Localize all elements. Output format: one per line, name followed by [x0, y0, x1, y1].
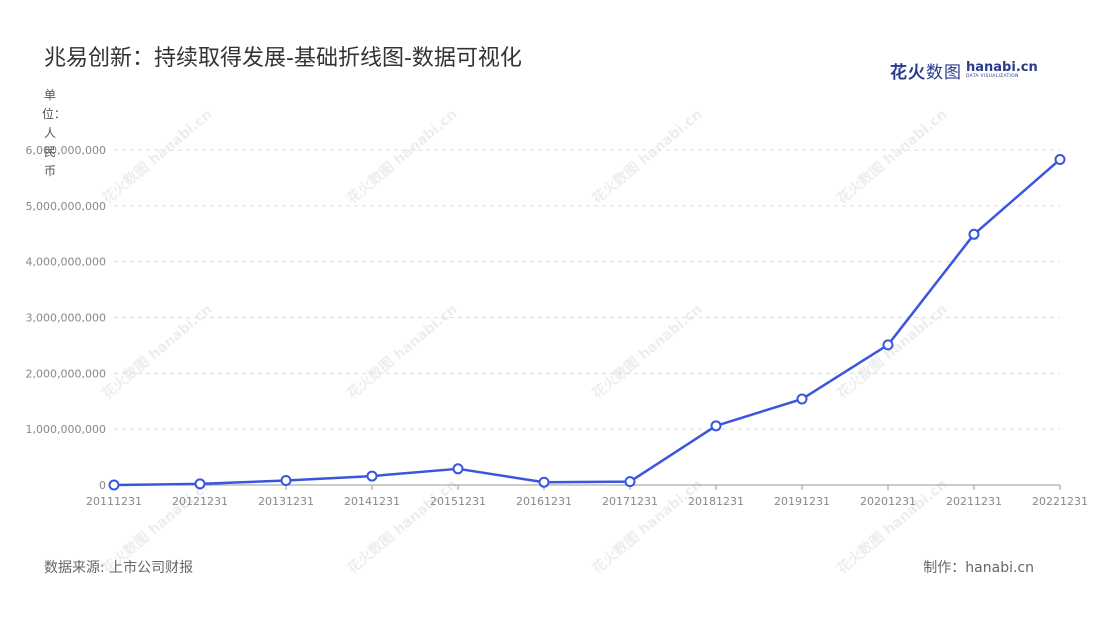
- x-tick-label: 20171231: [602, 495, 658, 508]
- x-tick-label: 20131231: [258, 495, 314, 508]
- y-tick-label: 1,000,000,000: [26, 423, 106, 436]
- data-point: [882, 339, 894, 351]
- series-line: [113, 158, 1061, 487]
- series-layer: [108, 153, 1066, 491]
- hanabi-logo: 花火数图 hanabi.cn DATA VISUALIZATION: [890, 58, 1038, 83]
- logo-tagline: DATA VISUALIZATION: [966, 74, 1019, 80]
- watermark-text: 花火数图 hanabi.cn: [344, 106, 461, 208]
- data-point: [624, 476, 636, 488]
- x-tick-label: 20161231: [516, 495, 572, 508]
- y-tick-label: 3,000,000,000: [26, 312, 106, 325]
- x-tick-label: 20151231: [430, 495, 486, 508]
- logo-brand: 花火数图: [890, 58, 962, 83]
- x-tick-label: 20191231: [774, 495, 830, 508]
- y-tick-label: 5,000,000,000: [26, 200, 106, 213]
- data-point: [796, 393, 808, 405]
- data-point: [968, 228, 980, 240]
- data-point: [452, 463, 464, 475]
- watermark-text: 花火数图 hanabi.cn: [834, 106, 951, 208]
- data-point: [366, 470, 378, 482]
- x-tick-label: 20111231: [86, 495, 142, 508]
- x-axis: 20111231 20121231 20131231 20141231 20151231…: [86, 484, 1088, 508]
- x-tick-label: 20211231: [946, 495, 1002, 508]
- data-point: [108, 479, 120, 491]
- watermark-text: 花火数图 hanabi.cn: [589, 106, 706, 208]
- logo-domain: hanabi.cn: [966, 60, 1038, 76]
- y-axis-unit-label: 单位：人民币: [42, 88, 67, 178]
- y-tick-label: 0: [99, 479, 106, 492]
- data-point: [1054, 153, 1066, 165]
- maker-credit: 制作：hanabi.cn: [923, 560, 1034, 576]
- x-tick-label: 20221231: [1032, 495, 1088, 508]
- y-axis-ticks: 0 1,000,000,000 2,000,000,000 3,000,000,000…: [26, 144, 106, 492]
- watermark-text: 花火数图 hanabi.cn: [99, 301, 216, 403]
- logo-domain-block: hanabi.cn DATA VISUALIZATION: [966, 61, 1038, 80]
- data-source-note: 数据来源: 上市公司财报: [44, 560, 194, 576]
- data-point: [194, 478, 206, 490]
- logo-brand-light: 数图: [926, 63, 962, 83]
- watermark-text: 花火数图 hanabi.cn: [344, 476, 461, 578]
- x-tick-label: 20201231: [860, 495, 916, 508]
- chart-title: 兆易创新：持续取得发展-基础折线图-数据可视化: [44, 46, 522, 71]
- data-point: [280, 475, 292, 487]
- data-point: [710, 420, 722, 432]
- y-tick-label: 2,000,000,000: [26, 367, 106, 380]
- y-tick-label: 4,000,000,000: [26, 256, 106, 269]
- watermark-text: 花火数图 hanabi.cn: [99, 106, 216, 208]
- logo-brand-bold: 花火: [890, 63, 926, 83]
- x-tick-label: 20181231: [688, 495, 744, 508]
- watermark-text: 花火数图 hanabi.cn: [834, 301, 951, 403]
- grid-lines: [114, 149, 1060, 430]
- x-tick-label: 20141231: [344, 495, 400, 508]
- y-tick-label: 6,000,000,000: [26, 144, 106, 157]
- data-point: [538, 476, 550, 488]
- watermark-text: 花火数图 hanabi.cn: [344, 301, 461, 403]
- x-tick-label: 20121231: [172, 495, 228, 508]
- watermark-text: 花火数图 hanabi.cn: [589, 301, 706, 403]
- watermark-text: 花火数图 hanabi.cn: [589, 476, 706, 578]
